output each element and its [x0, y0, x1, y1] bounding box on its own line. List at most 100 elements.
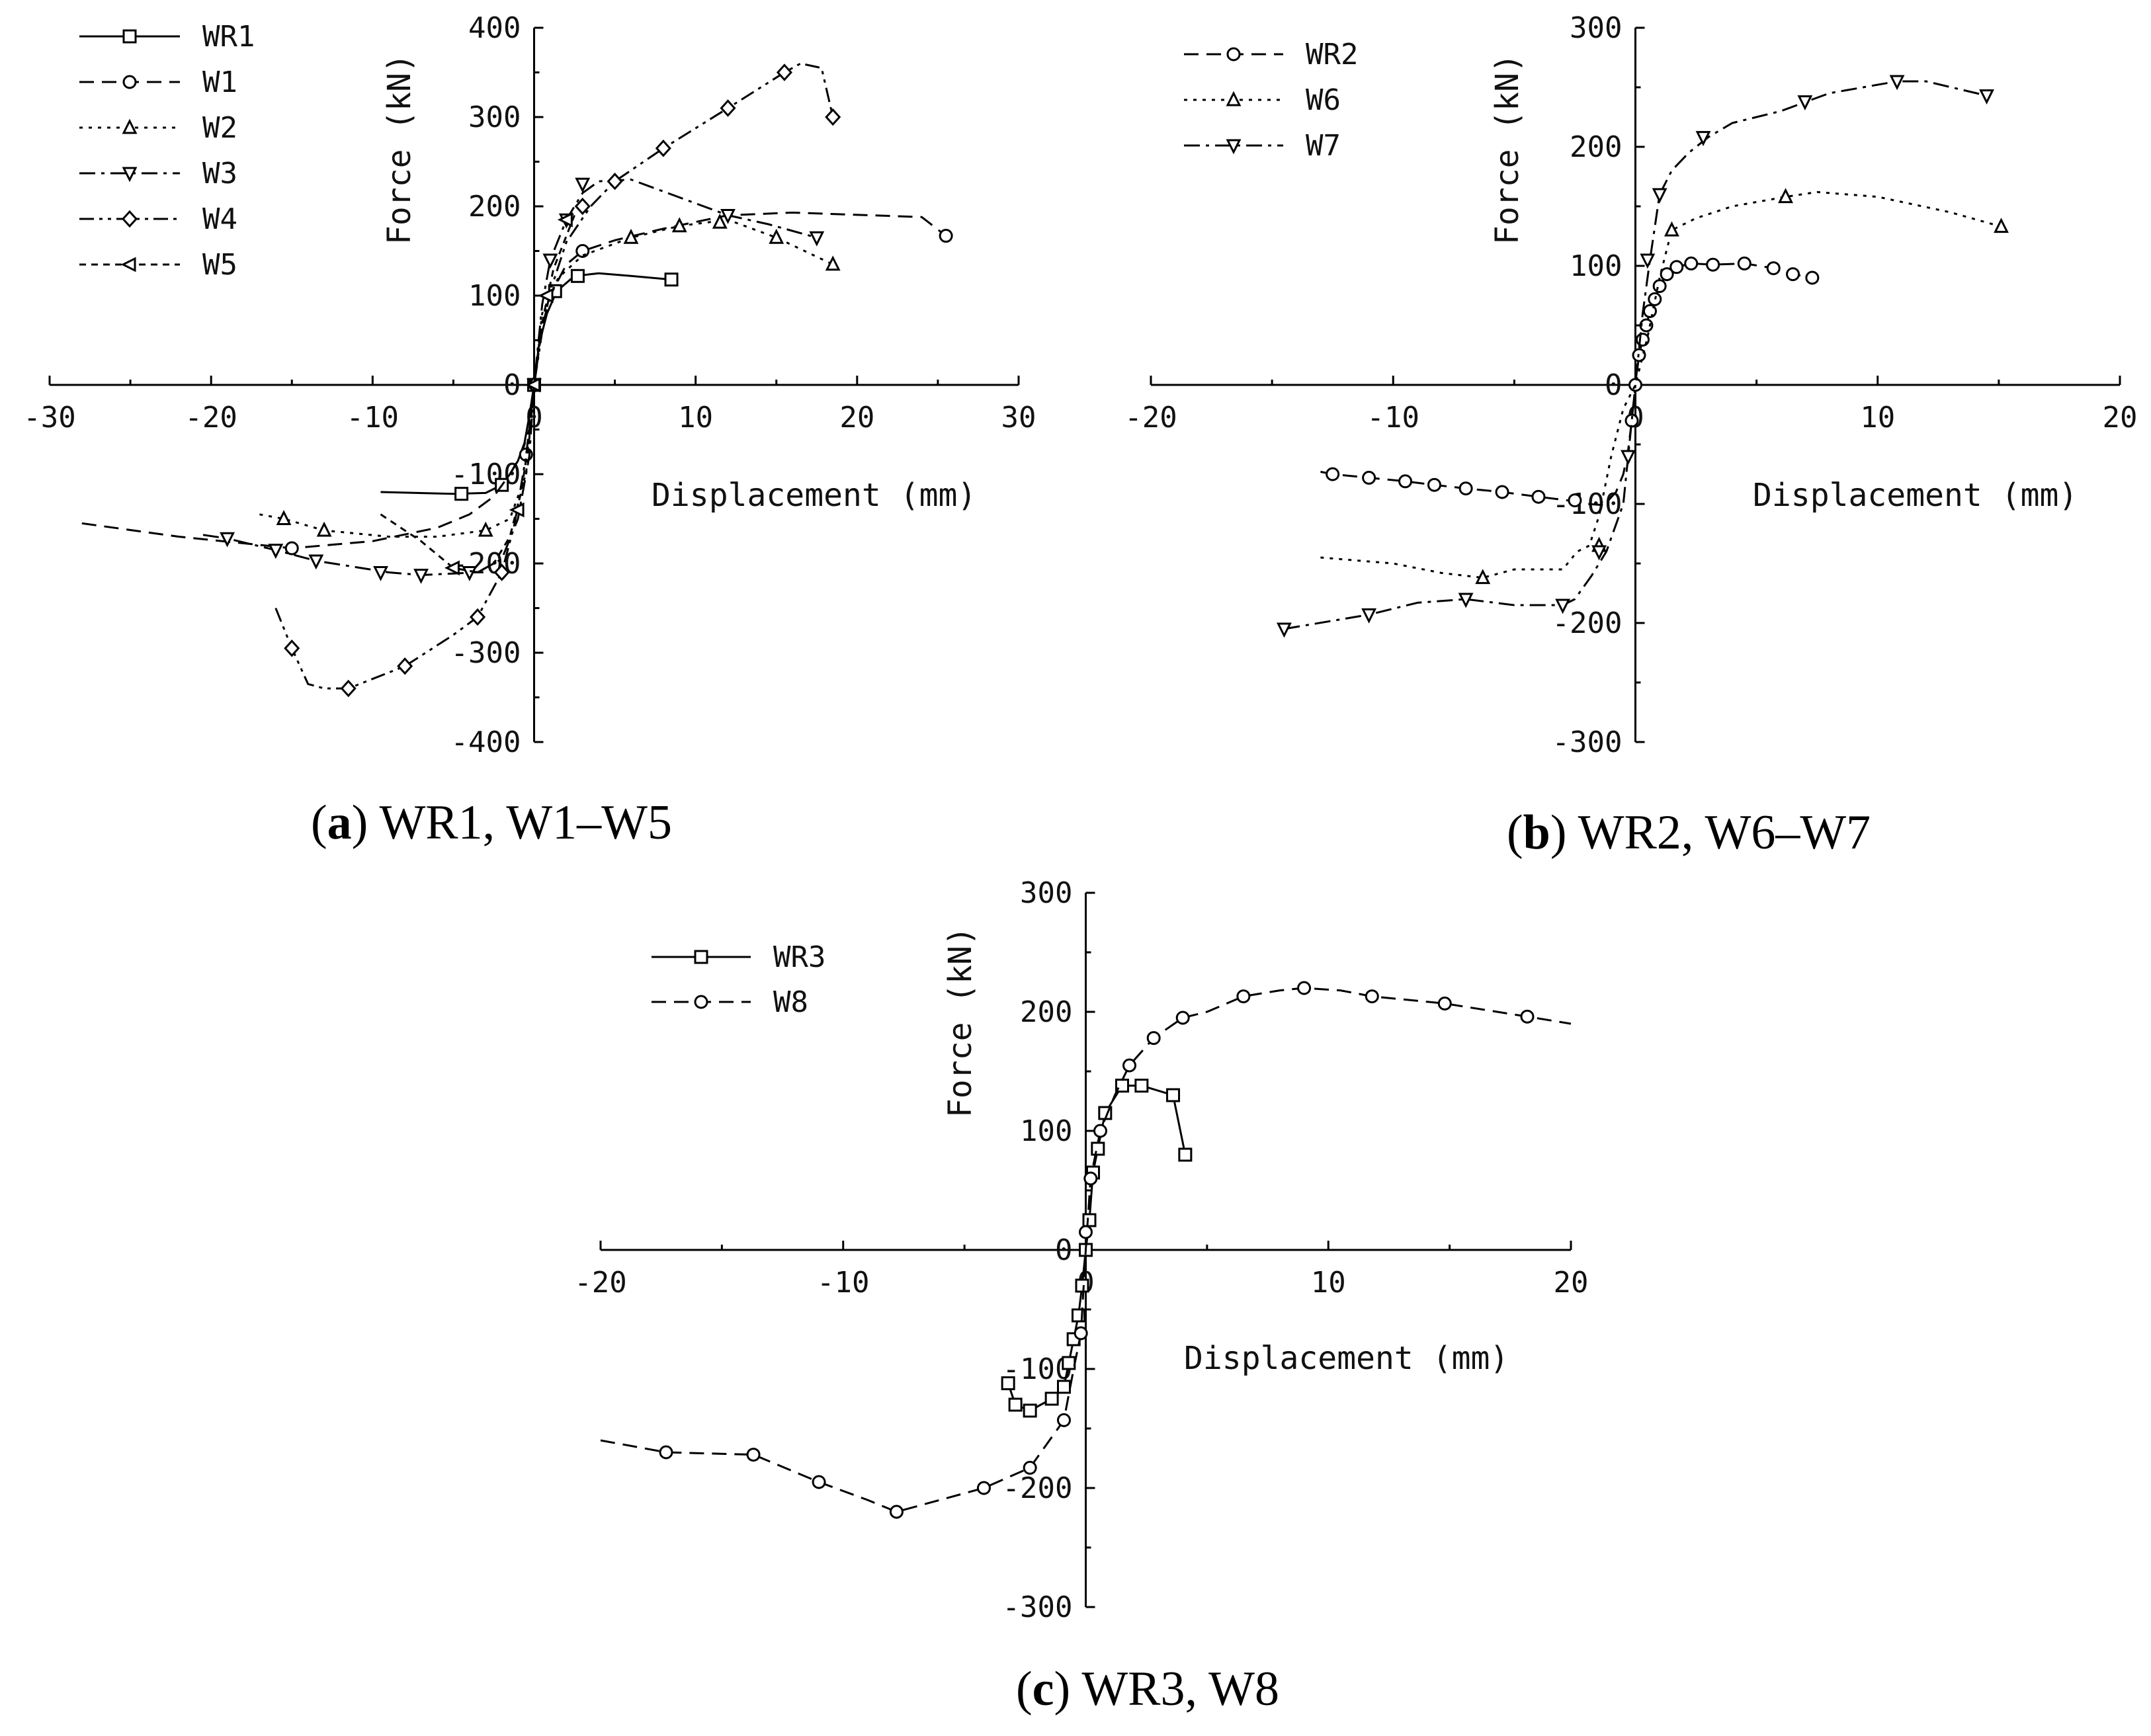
legend-label: W1: [202, 65, 237, 99]
y-tick-label: 100: [1570, 249, 1622, 283]
data-point-w8: [1297, 981, 1312, 995]
caption-a-prefix: (: [311, 796, 327, 850]
legend-entry-w4: W4: [79, 202, 237, 236]
chart-panel-a: -30 -20 -10 0 10 20 30-400-300-200-10001002003…: [23, 11, 1036, 850]
data-point-wr2: [1684, 256, 1699, 270]
x-tick-label: 20: [839, 401, 874, 434]
legend-label: WR3: [773, 940, 825, 974]
data-point-wr3: [1091, 1141, 1105, 1156]
y-tick-label: -100: [1552, 487, 1623, 521]
x-tick-label: -20: [1124, 401, 1177, 434]
data-point-wr3: [1075, 1278, 1089, 1293]
legend-marker: [122, 75, 137, 89]
data-point-w5: [509, 502, 525, 518]
data-point-wr2: [1805, 270, 1820, 285]
data-point-wr2: [1458, 481, 1473, 496]
series-w6: [1320, 188, 2009, 585]
y-axis-label-a: Force (kN): [381, 54, 418, 245]
x-tick-label: -10: [1367, 401, 1419, 434]
data-point-w2: [825, 255, 841, 271]
series-w4: [274, 62, 841, 698]
data-point-w8: [1437, 996, 1452, 1011]
legend-marker: [694, 995, 708, 1009]
legend-label: W6: [1306, 83, 1341, 117]
data-point-w8: [1093, 1124, 1108, 1138]
data-point-w7: [1555, 599, 1571, 614]
data-point-wr2: [1737, 256, 1751, 270]
data-point-w8: [1520, 1009, 1535, 1024]
y-tick-label: 300: [468, 101, 521, 134]
y-axis-label-c: Force (kN): [942, 927, 979, 1118]
caption-b-letter: b: [1523, 806, 1550, 860]
caption-b-prefix: (: [1507, 806, 1523, 860]
x-axis-label-c: Displacement (mm): [1184, 1340, 1509, 1377]
data-point-w7: [1640, 253, 1656, 269]
data-point-w6: [1664, 221, 1679, 237]
y-tick-label: 0: [1055, 1233, 1073, 1267]
data-point-w4: [825, 108, 841, 126]
y-tick-label: -300: [451, 636, 521, 670]
data-point-w1: [284, 541, 299, 556]
data-point-w3: [809, 231, 825, 247]
data-point-w4: [340, 679, 357, 698]
data-point-wr3: [1001, 1376, 1015, 1391]
data-point-w4: [470, 608, 486, 626]
data-point-w3: [413, 569, 429, 584]
data-point-w7: [1591, 545, 1607, 561]
legend-label: WR2: [1306, 38, 1358, 71]
data-point-w6: [1475, 569, 1491, 585]
x-axis-label-a: Displacement (mm): [652, 477, 976, 514]
x-tick-label: -10: [817, 1266, 869, 1300]
y-tick-label: 100: [1020, 1114, 1072, 1148]
y-tick-label: -300: [1552, 725, 1623, 759]
data-point-w5: [525, 377, 540, 393]
axes-a: -30 -20 -10 0 10 20 30-400-300-200-10001002003…: [23, 11, 1036, 759]
legend-marker: [694, 950, 708, 964]
legend-entry-w7: W7: [1184, 129, 1341, 163]
y-tick-label: -200: [1552, 606, 1623, 640]
data-point-w8: [1236, 989, 1251, 1004]
series-line-w6: [1320, 190, 2002, 579]
data-point-w8: [1074, 1326, 1088, 1341]
legend-label: W2: [202, 111, 237, 145]
data-point-w8: [746, 1448, 761, 1462]
data-point-w6: [1778, 188, 1794, 204]
y-tick-label: -400: [451, 725, 521, 759]
x-tick-label: 20: [2103, 401, 2138, 434]
y-tick-label: -200: [451, 547, 521, 581]
data-point-wr2: [1531, 489, 1546, 504]
data-point-wr3: [1056, 1380, 1071, 1394]
legend-marker: [122, 118, 138, 134]
data-point-w1: [939, 229, 953, 243]
series-group-a: [81, 62, 953, 698]
data-point-w4: [574, 197, 591, 216]
series-line-w7: [1284, 80, 1987, 630]
x-tick-label: -20: [574, 1266, 626, 1300]
y-tick-label: 200: [1020, 995, 1072, 1029]
data-point-w3: [308, 554, 324, 570]
data-point-wr3: [1023, 1403, 1037, 1418]
data-point-w7: [1652, 188, 1667, 204]
data-point-w7: [1979, 89, 1994, 104]
data-point-w5: [557, 212, 573, 227]
legend-label: WR1: [202, 20, 255, 54]
caption-a-suffix: ) WR1, W1–W5: [352, 796, 672, 850]
legend-entry-w2: W2: [79, 111, 237, 145]
legend-entry-w8: W8: [652, 985, 808, 1019]
legend-marker: [1226, 47, 1241, 62]
data-point-wr2: [1495, 485, 1509, 499]
x-tick-label: 10: [1860, 401, 1895, 434]
y-tick-label: 200: [1570, 130, 1622, 164]
caption-b-suffix: ) WR2, W6–W7: [1550, 806, 1871, 860]
data-point-w2: [316, 521, 332, 537]
caption-a: (a) WR1, W1–W5: [311, 796, 672, 850]
data-point-w7: [1361, 608, 1377, 624]
legend-label: W3: [202, 157, 237, 190]
y-tick-label: 0: [1605, 368, 1623, 402]
caption-b: (b) WR2, W6–W7: [1507, 806, 1871, 860]
data-point-wr2: [1706, 257, 1720, 272]
data-point-w8: [659, 1445, 673, 1460]
